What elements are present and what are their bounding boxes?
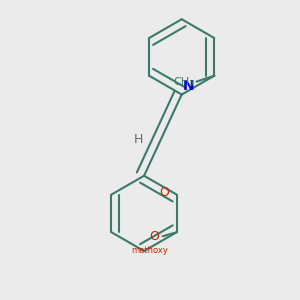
Text: H: H [134,133,143,146]
Text: methoxy: methoxy [131,246,168,255]
Text: O: O [149,230,159,243]
Text: N: N [183,79,194,92]
Text: O: O [159,186,169,199]
Text: CH₃: CH₃ [174,76,194,87]
